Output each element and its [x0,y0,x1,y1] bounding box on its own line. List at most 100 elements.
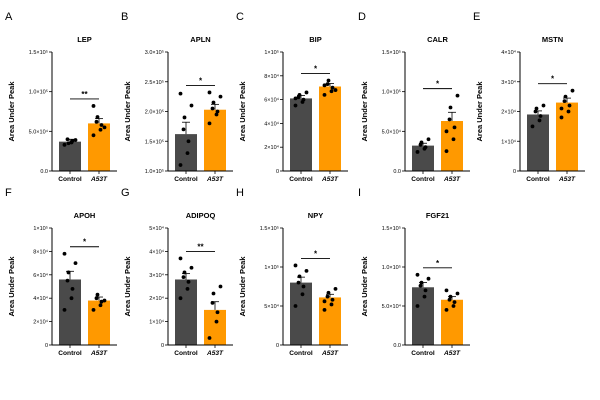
bar-mstn-control [527,114,549,171]
y-tick-label: 1.0×10⁵ [382,264,401,271]
data-point [178,256,183,261]
data-point [98,303,103,308]
bar-lep-control [59,141,81,171]
x-category-label: A53T [321,176,339,183]
data-point [451,304,456,308]
panel-letter: E [473,11,480,23]
panel-fgf21: I FGF21 Area Under Peak 0.0 5.0×10⁴ 1.0×10⁵ 1.… [358,187,470,357]
data-point [214,112,219,117]
panel-letter: H [236,187,244,199]
data-point [444,288,449,293]
data-point [185,151,190,156]
data-point [329,302,334,307]
data-point [559,106,564,111]
data-point [296,280,301,285]
y-tick-label: 1×10⁵ [33,225,48,232]
x-category-label: Control [174,176,198,183]
data-point [215,310,220,315]
y-axis-label: Area Under Peak [123,81,132,142]
significance-marker: * [436,259,440,268]
data-point [207,121,212,126]
data-point [447,117,452,122]
y-axis-label: Area Under Peak [475,81,484,142]
bar-apln-a53t [204,109,226,171]
data-point [567,103,572,108]
bar-adipoq-control [175,279,197,345]
data-point [415,272,420,277]
y-tick-label: 0.0 [393,343,401,349]
y-axis-label: Area Under Peak [238,256,247,317]
data-point [322,83,327,88]
data-point [419,280,424,285]
y-axis-label: Area Under Peak [360,81,369,142]
significance-marker: ** [81,90,88,99]
data-point [178,91,183,96]
x-category-label: A53T [206,350,224,357]
significance-marker: * [314,249,318,258]
data-point [415,150,420,154]
panel-mstn: E MSTN Area Under Peak 0 1×10⁴ 2×10⁴ 3×10⁴ 4×10… [473,11,585,183]
data-point [91,104,96,108]
data-point [452,125,457,130]
data-point [94,296,99,301]
y-tick-label: 0 [276,169,279,175]
x-category-label: Control [526,176,550,183]
data-point [181,275,186,280]
y-tick-label: 8×10⁴ [33,248,48,255]
data-point [70,138,75,143]
panel-apoh: F APOH Area Under Peak 0 2×10⁴ 4×10⁴ 6×10⁴ 8×10… [5,187,117,357]
x-category-label: Control [174,350,198,357]
y-tick-label: 2.5×10⁵ [145,79,164,86]
chart-title: LEP [77,35,92,44]
y-axis-label: Area Under Peak [7,81,16,142]
data-point [98,127,103,132]
data-point [570,88,575,93]
panel-lep: A LEP Area Under Peak 0.0 5.0×10⁴ 1.0×10⁵ 1.5×… [5,11,117,183]
y-tick-label: 1.5×10⁵ [29,49,48,56]
data-point [102,298,107,303]
data-point [99,299,104,304]
x-category-label: A53T [558,176,576,183]
data-point [330,85,335,90]
y-tick-label: 1.0×10⁵ [382,89,401,96]
panel-letter: G [121,187,130,199]
data-point [207,336,212,340]
data-point [426,276,431,281]
data-point [95,115,100,119]
data-point [73,261,78,265]
data-point [559,115,564,120]
data-point [422,294,427,299]
x-category-label: Control [411,350,435,357]
panel-letter: D [358,11,366,23]
y-tick-label: 5×10⁴ [264,303,279,310]
panel-letter: F [5,187,12,199]
y-tick-label: 1.5×10⁵ [382,225,401,232]
panel-apln: B APLN Area Under Peak 1.0×10⁵ 1.5×10⁵ 2.0×10… [121,11,233,183]
data-point [99,123,104,127]
bar-bip-a53t [319,86,341,171]
y-tick-label: 2×10⁴ [264,144,279,151]
data-point [322,308,327,312]
y-tick-label: 1×10⁵ [264,264,279,271]
y-tick-label: 1.5×10⁵ [145,138,164,145]
data-point [178,296,183,301]
data-point [533,109,538,114]
data-point [301,97,306,102]
y-tick-label: 5.0×10⁴ [382,128,402,135]
x-category-label: Control [58,176,82,183]
y-tick-label: 5×10⁴ [149,225,164,232]
y-tick-label: 0 [276,343,279,349]
data-point [65,137,70,142]
y-tick-label: 1×10⁴ [149,319,164,326]
y-axis-label: Area Under Peak [123,256,132,317]
data-point [455,291,460,296]
x-category-label: Control [289,350,313,357]
data-point [95,292,100,297]
y-tick-label: 2×10⁴ [501,109,516,116]
data-point [326,290,331,295]
data-point [91,308,96,312]
data-point [293,96,298,101]
chart-title: ADIPOQ [186,211,216,220]
data-point [211,291,216,296]
